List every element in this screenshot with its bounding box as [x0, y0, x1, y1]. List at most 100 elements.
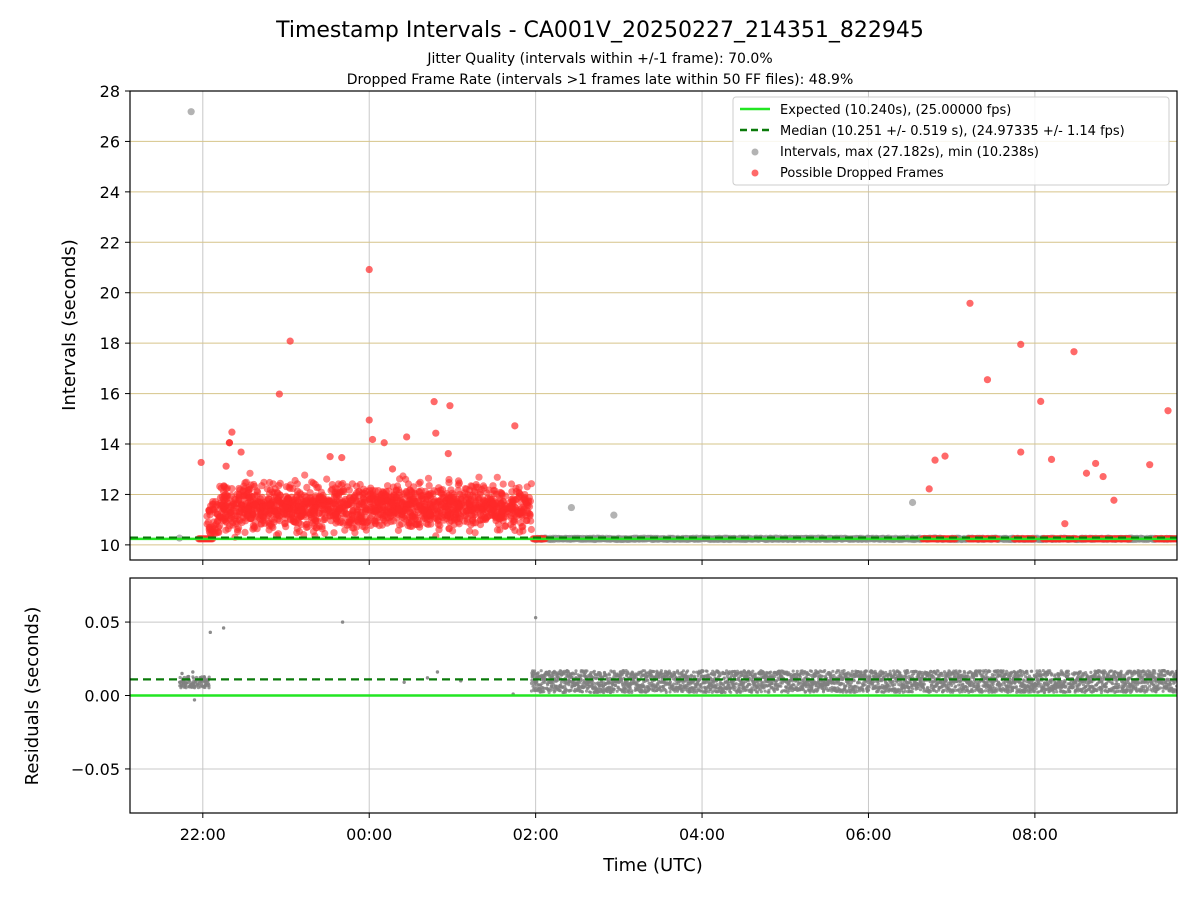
residual-point — [547, 690, 551, 695]
dropped-frame-point — [306, 489, 314, 497]
dropped-frame-point — [338, 454, 346, 462]
dropped-frame-point — [485, 505, 494, 513]
residual-point — [741, 689, 745, 693]
dropped-frame-point — [302, 523, 311, 532]
residual-point — [827, 681, 831, 685]
dropped-frame-point — [501, 513, 509, 521]
dropped-frame-point — [276, 499, 284, 507]
residual-point — [664, 690, 668, 695]
residual-point — [623, 690, 627, 694]
dropped-frame-point — [461, 512, 469, 520]
residual-point — [815, 674, 819, 678]
residual-point — [535, 679, 539, 684]
dropped-frame-point — [925, 485, 933, 493]
dropped-frame-point — [461, 489, 469, 497]
residual-point — [690, 674, 694, 679]
residual-point — [558, 688, 562, 693]
chart-title: Timestamp Intervals - CA001V_20250227_21… — [275, 18, 924, 43]
residual-point — [607, 673, 612, 677]
residual-point — [532, 669, 537, 673]
chart-subtitle-jitter: Jitter Quality (intervals within +/-1 fr… — [426, 51, 772, 67]
residual-point — [602, 690, 606, 695]
legend-box — [732, 96, 1170, 186]
dropped-frame-point — [1146, 461, 1154, 469]
dropped-frame-point — [1047, 455, 1056, 463]
dropped-frame-point — [403, 433, 411, 441]
dropped-frame-point — [375, 522, 383, 530]
dropped-frame-point — [340, 513, 348, 521]
residual-point — [855, 689, 859, 694]
residual-point — [647, 681, 651, 685]
residual-point — [589, 690, 593, 695]
residual-point — [852, 679, 856, 683]
residual-point — [767, 690, 771, 694]
dropped-frame-point — [1017, 448, 1025, 456]
dropped-frame-point — [269, 523, 277, 532]
dropped-frame-point — [426, 509, 434, 517]
dropped-frame-point — [330, 504, 338, 512]
residual-point — [624, 687, 628, 691]
dropped-frame-point — [395, 505, 403, 513]
dropped-frame-point — [430, 487, 438, 495]
dropped-frame-point — [496, 488, 504, 497]
dropped-frame-point — [308, 478, 316, 486]
dropped-frame-point — [339, 479, 347, 488]
dropped-frame-point — [265, 495, 273, 503]
dropped-frame-point — [393, 494, 401, 502]
interval-point — [187, 108, 195, 116]
residual-point — [770, 681, 774, 685]
dropped-frame-point — [441, 503, 449, 511]
residual-point — [798, 675, 802, 679]
intervals-y-tick-label: 16 — [100, 385, 120, 404]
residual-point — [723, 690, 727, 695]
dropped-frame-point — [510, 515, 518, 524]
dropped-frame-point — [380, 439, 388, 447]
dropped-frame-point — [413, 520, 421, 528]
dropped-frame-point — [509, 496, 517, 504]
intervals-reference-lines — [130, 536, 1177, 541]
dropped-frame-point — [475, 473, 483, 481]
dropped-frame-point — [447, 486, 455, 494]
dropped-frame-point — [332, 493, 340, 501]
dropped-frame-point — [319, 495, 327, 503]
residual-point — [547, 669, 552, 674]
dropped-frame-point — [348, 480, 356, 488]
dropped-frame-point — [360, 495, 368, 503]
dropped-frame-point — [471, 488, 479, 496]
dropped-frame-point — [208, 500, 216, 508]
residual-point — [754, 672, 758, 676]
residual-point — [652, 670, 656, 674]
intervals-y-axis-label: Intervals (seconds) — [59, 239, 80, 411]
residual-point — [614, 683, 618, 688]
residual-point — [563, 690, 568, 694]
dropped-frame-point — [226, 503, 235, 511]
dropped-frame-point — [311, 508, 319, 516]
dropped-frame-point — [301, 471, 309, 479]
residual-point — [549, 688, 553, 692]
dropped-frame-point — [1164, 407, 1172, 415]
dropped-frame-point — [282, 497, 290, 505]
dropped-frame-point — [222, 462, 230, 470]
residual-point — [604, 673, 609, 677]
legend-dropped-label: Possible Dropped Frames — [780, 166, 944, 181]
residual-point — [580, 674, 584, 678]
dropped-frame-point — [518, 523, 526, 531]
residual-point — [707, 673, 711, 677]
residual-point — [686, 669, 690, 673]
dropped-frame-point — [435, 526, 443, 534]
residual-point — [556, 675, 561, 679]
dropped-frame-point — [432, 429, 440, 437]
dropped-frame-point — [378, 510, 386, 518]
dropped-frame-point — [286, 337, 294, 345]
dropped-frame-point — [365, 265, 373, 274]
residual-point — [681, 669, 686, 673]
residual-point — [533, 686, 537, 690]
dropped-frame-point — [393, 514, 401, 522]
residual-point — [692, 670, 696, 674]
dropped-frame-point — [321, 501, 329, 509]
residual-point — [863, 683, 867, 687]
residual-point — [769, 670, 773, 674]
dropped-frame-point — [245, 484, 253, 492]
dropped-frame-point — [420, 514, 428, 523]
